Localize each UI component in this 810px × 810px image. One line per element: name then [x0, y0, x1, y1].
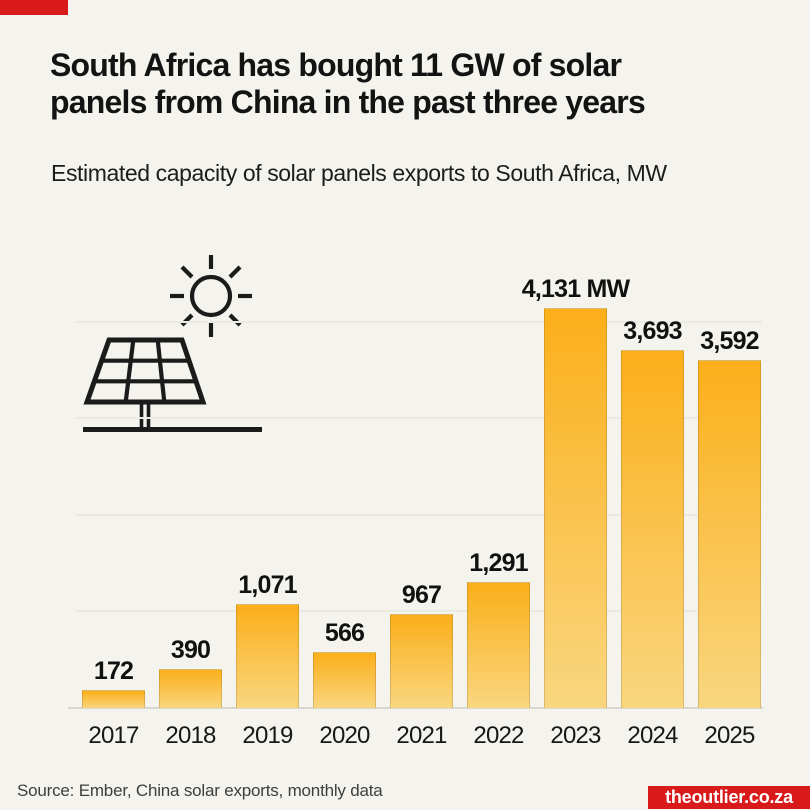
bar-2019 — [236, 604, 299, 708]
bar-value-label-2024: 3,693 — [623, 317, 682, 345]
bar-value-label-2017: 172 — [93, 657, 134, 685]
bar-value-label-2023: 4,131 MW — [521, 275, 630, 303]
site-badge-label: theoutlier.co.za — [665, 787, 793, 807]
page-title: South Africa has bought 11 GW of solar p… — [50, 47, 646, 121]
brand-red-bar — [0, 0, 68, 15]
bar-2017 — [82, 690, 145, 708]
x-tick-2018: 2018 — [165, 722, 216, 749]
source-note: Source: Ember, China solar exports, mont… — [17, 781, 383, 800]
site-badge[interactable]: theoutlier.co.za — [648, 786, 810, 809]
page-title-line1: South Africa has bought 11 GW of solar — [50, 47, 622, 83]
bar-value-label-2018: 390 — [170, 636, 211, 664]
x-tick-2023: 2023 — [550, 722, 601, 749]
bar-value-label-2025: 3,592 — [700, 327, 759, 355]
gridline-3000 — [75, 417, 762, 419]
x-tick-2017: 2017 — [88, 722, 139, 749]
bar-value-label-2021: 967 — [401, 581, 442, 609]
gridline-4000 — [75, 321, 762, 323]
x-tick-2019: 2019 — [242, 722, 293, 749]
gridline-1000 — [75, 610, 762, 612]
bar-value-label-2022: 1,291 — [469, 549, 528, 577]
solar-panel-icon — [83, 337, 262, 432]
bar-2025 — [698, 360, 761, 708]
bar-value-label-2019: 1,071 — [238, 571, 297, 599]
x-axis-baseline — [68, 707, 763, 709]
x-tick-2020: 2020 — [319, 722, 370, 749]
bar-2024 — [621, 350, 684, 708]
bar-2020 — [313, 652, 376, 708]
bar-value-label-2020: 566 — [324, 619, 365, 647]
chart-subtitle: Estimated capacity of solar panels expor… — [51, 160, 667, 186]
bar-2023 — [544, 308, 607, 708]
page-title-line2: panels from China in the past three year… — [50, 84, 646, 120]
sun-icon — [170, 255, 252, 337]
x-tick-2025: 2025 — [704, 722, 755, 749]
solar-panel-with-sun-icon — [83, 255, 262, 432]
x-tick-2022: 2022 — [473, 722, 524, 749]
gridline-2000 — [75, 514, 762, 516]
bar-2022 — [467, 582, 530, 708]
x-tick-2024: 2024 — [627, 722, 678, 749]
bar-2021 — [390, 614, 453, 708]
bar-2018 — [159, 669, 222, 708]
x-tick-2021: 2021 — [396, 722, 447, 749]
